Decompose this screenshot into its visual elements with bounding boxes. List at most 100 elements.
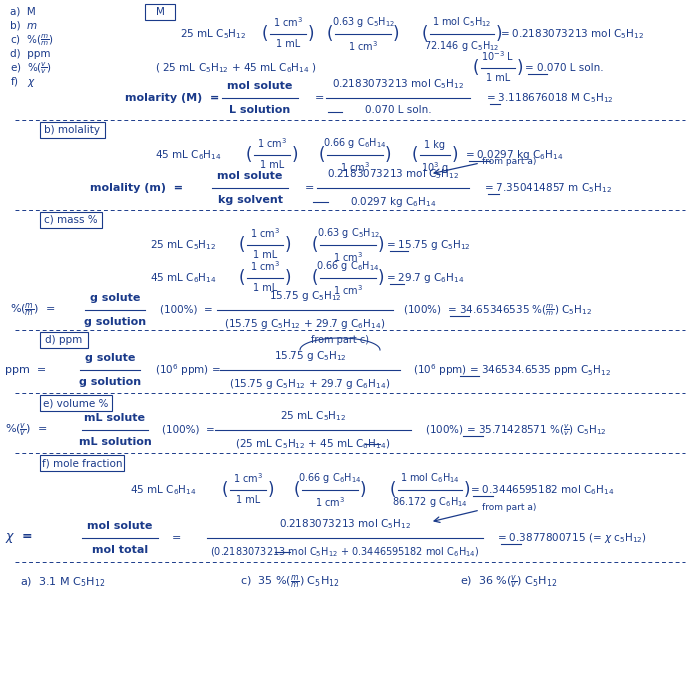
Text: 15.75 g C$_5$H$_{12}$: 15.75 g C$_5$H$_{12}$ (269, 289, 342, 303)
Text: (: ( (390, 481, 396, 499)
Text: 1 cm$^3$: 1 cm$^3$ (333, 283, 363, 297)
Text: ppm  =: ppm = (5, 365, 46, 375)
Text: $\%(\frac{v}{v})$  =: $\%(\frac{v}{v})$ = (5, 421, 48, 439)
Text: 0.0297 kg C$_6$H$_{14}$: 0.0297 kg C$_6$H$_{14}$ (350, 195, 436, 209)
Text: (25 mL C$_5$H$_{12}$ + 45 mL C$_6$H$_{14}$): (25 mL C$_5$H$_{12}$ + 45 mL C$_6$H$_{14… (235, 437, 391, 451)
Text: 1 cm$^3$: 1 cm$^3$ (250, 226, 280, 240)
Bar (40, 122, 105, 138)
Text: a)  M: a) M (10, 7, 36, 17)
Bar (40, 455, 124, 471)
Text: 0.2183073213 mol C$_5$H$_{12}$: 0.2183073213 mol C$_5$H$_{12}$ (332, 77, 464, 91)
Text: = 15.75 g C$_5$H$_{12}$: = 15.75 g C$_5$H$_{12}$ (386, 238, 471, 252)
Text: 1 mL: 1 mL (253, 250, 277, 260)
Text: e)  36 $\%(\frac{v}{v})$ C$_5$H$_{12}$: e) 36 $\%(\frac{v}{v})$ C$_5$H$_{12}$ (460, 573, 557, 591)
Text: b): b) (10, 21, 27, 31)
Text: ): ) (385, 146, 391, 164)
Text: (: ( (412, 146, 418, 164)
Text: 1 mL: 1 mL (486, 73, 510, 83)
Text: (: ( (312, 269, 318, 287)
Text: 0.2183073213 mol C$_5$H$_{12}$: 0.2183073213 mol C$_5$H$_{12}$ (327, 167, 459, 181)
Text: (15.75 g C$_5$H$_{12}$ + 29.7 g C$_6$H$_{14}$): (15.75 g C$_5$H$_{12}$ + 29.7 g C$_6$H$_… (230, 377, 391, 391)
Text: = 0.070 L soln.: = 0.070 L soln. (525, 63, 603, 73)
Text: (: ( (262, 25, 268, 43)
Bar (40, 212, 102, 228)
Text: mol solute: mol solute (88, 521, 153, 531)
Text: = 0.3877800715 (= $\chi$ c$_5$H$_{12}$): = 0.3877800715 (= $\chi$ c$_5$H$_{12}$) (497, 531, 647, 545)
Text: 45 mL C$_6$H$_{14}$: 45 mL C$_6$H$_{14}$ (130, 483, 197, 497)
Text: 1 cm$^3$: 1 cm$^3$ (315, 495, 345, 509)
Text: 0.66 g C$_6$H$_{14}$: 0.66 g C$_6$H$_{14}$ (298, 471, 362, 485)
Text: mL solute: mL solute (85, 413, 146, 423)
Text: 86.172 g C$_6$H$_{14}$: 86.172 g C$_6$H$_{14}$ (392, 495, 468, 509)
Text: = 29.7 g C$_6$H$_{14}$: = 29.7 g C$_6$H$_{14}$ (386, 271, 464, 285)
Bar (145, 4, 175, 20)
Text: 1 mol C$_5$H$_{12}$: 1 mol C$_5$H$_{12}$ (433, 15, 491, 29)
Text: (100%)  =: (100%) = (162, 425, 215, 435)
Text: 1 cm$^3$: 1 cm$^3$ (333, 250, 363, 264)
Text: 0.63 g C$_5$H$_{12}$: 0.63 g C$_5$H$_{12}$ (332, 15, 395, 29)
Text: 0.2183073213 mol C$_5$H$_{12}$: 0.2183073213 mol C$_5$H$_{12}$ (279, 517, 411, 531)
Text: (: ( (222, 481, 228, 499)
Text: c)  $\%(\frac{m}{m})$: c) $\%(\frac{m}{m})$ (10, 32, 54, 48)
Text: mL solution: mL solution (78, 437, 151, 447)
Text: (0.2183073213 mol C$_5$H$_{12}$ + 0.3446595182 mol C$_6$H$_{14}$): (0.2183073213 mol C$_5$H$_{12}$ + 0.3446… (210, 545, 480, 559)
Text: 1 cm$^3$: 1 cm$^3$ (257, 136, 287, 150)
Bar (40, 332, 88, 348)
Text: d) ppm: d) ppm (46, 335, 83, 345)
Text: ): ) (285, 236, 291, 254)
Text: mol solute: mol solute (217, 171, 283, 181)
Text: = 3.118676018 M C$_5$H$_{12}$: = 3.118676018 M C$_5$H$_{12}$ (486, 91, 613, 105)
Text: 1 cm$^3$: 1 cm$^3$ (233, 471, 263, 485)
Text: = 0.0297 kg C$_6$H$_{14}$: = 0.0297 kg C$_6$H$_{14}$ (465, 148, 564, 162)
Text: 72.146 g C$_5$H$_{12}$: 72.146 g C$_5$H$_{12}$ (424, 39, 500, 53)
Text: ($10^6$ ppm) =: ($10^6$ ppm) = (155, 362, 220, 378)
Text: (: ( (246, 146, 252, 164)
Text: a)  3.1 M C$_5$H$_{12}$: a) 3.1 M C$_5$H$_{12}$ (20, 575, 105, 589)
Text: 1 cm$^3$: 1 cm$^3$ (348, 39, 378, 52)
Text: 1 cm$^3$: 1 cm$^3$ (273, 15, 303, 29)
Text: 1 cm$^3$: 1 cm$^3$ (340, 160, 370, 174)
Text: = 7.350414857 m C$_5$H$_{12}$: = 7.350414857 m C$_5$H$_{12}$ (484, 181, 612, 195)
Text: mol solute: mol solute (228, 81, 293, 91)
Text: (: ( (422, 25, 428, 43)
Text: m: m (27, 21, 37, 31)
Text: (: ( (294, 481, 300, 499)
Text: 1 mol C$_6$H$_{14}$: 1 mol C$_6$H$_{14}$ (400, 471, 460, 485)
Text: f) mole fraction: f) mole fraction (42, 458, 122, 468)
Text: ): ) (308, 25, 314, 43)
Text: g solution: g solution (79, 377, 141, 387)
Text: $\chi$  =: $\chi$ = (5, 531, 33, 545)
Text: = 0.2183073213 mol C$_5$H$_{12}$: = 0.2183073213 mol C$_5$H$_{12}$ (500, 27, 644, 41)
Text: ): ) (378, 269, 384, 287)
Text: =: = (315, 93, 324, 103)
Text: =: = (172, 533, 181, 543)
Text: 45 mL C$_6$H$_{14}$: 45 mL C$_6$H$_{14}$ (150, 271, 217, 285)
Text: e)  $\%(\frac{v}{v})$: e) $\%(\frac{v}{v})$ (10, 60, 52, 76)
Text: g solute: g solute (90, 293, 140, 303)
Text: (15.75 g C$_5$H$_{12}$ + 29.7 g C$_6$H$_{14}$): (15.75 g C$_5$H$_{12}$ + 29.7 g C$_6$H$_… (224, 317, 386, 331)
Text: molality (m)  =: molality (m) = (90, 183, 183, 193)
Text: =: = (305, 183, 314, 193)
Text: ): ) (292, 146, 298, 164)
Text: 0.66 g C$_6$H$_{14}$: 0.66 g C$_6$H$_{14}$ (316, 259, 379, 273)
Text: mol total: mol total (92, 545, 148, 555)
Text: $10^{-3}$ L: $10^{-3}$ L (482, 49, 514, 63)
Text: $10^3$ g: $10^3$ g (421, 160, 449, 176)
Text: ( 25 mL C$_5$H$_{12}$ + 45 mL C$_6$H$_{14}$ ): ( 25 mL C$_5$H$_{12}$ + 45 mL C$_6$H$_{1… (155, 61, 317, 75)
Text: 0.070 L soln.: 0.070 L soln. (365, 105, 431, 115)
Text: (100%)  =: (100%) = (160, 305, 213, 315)
Text: 45 mL C$_6$H$_{14}$: 45 mL C$_6$H$_{14}$ (155, 148, 222, 162)
Text: e) volume %: e) volume % (43, 398, 108, 408)
Text: ): ) (452, 146, 458, 164)
Text: 0.63 g C$_5$H$_{12}$: 0.63 g C$_5$H$_{12}$ (316, 226, 379, 240)
Text: 25 mL C$_5$H$_{12}$: 25 mL C$_5$H$_{12}$ (280, 410, 346, 423)
Text: molarity (M)  =: molarity (M) = (125, 93, 219, 103)
Text: d)  ppm: d) ppm (10, 49, 50, 59)
Text: c)  35 $\%(\frac{m}{m})$ C$_5$H$_{12}$: c) 35 $\%(\frac{m}{m})$ C$_5$H$_{12}$ (240, 573, 340, 591)
Text: (: ( (239, 236, 245, 254)
Text: (100%)  = 34.65346535 $\%(\frac{m}{m})$ C$_5$H$_{12}$: (100%) = 34.65346535 $\%(\frac{m}{m})$ C… (403, 302, 592, 318)
Text: 1 mL: 1 mL (260, 160, 284, 170)
Text: $\%(\frac{m}{m})$  =: $\%(\frac{m}{m})$ = (10, 301, 55, 318)
Text: L solution: L solution (230, 105, 290, 115)
Text: g solution: g solution (84, 317, 146, 327)
